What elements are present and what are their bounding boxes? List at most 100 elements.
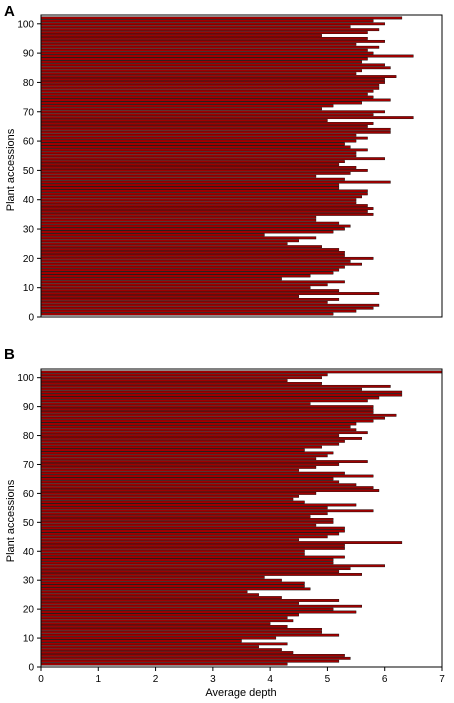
bar bbox=[40, 622, 271, 625]
y-tick-label: 0 bbox=[28, 663, 34, 674]
x-tick-label: 4 bbox=[267, 674, 273, 685]
bar bbox=[40, 659, 340, 663]
bar bbox=[40, 506, 328, 510]
bar bbox=[40, 119, 328, 122]
bar bbox=[40, 439, 345, 443]
bar bbox=[40, 379, 288, 382]
panel-a-bars bbox=[40, 16, 414, 316]
y-tick-label: 80 bbox=[23, 431, 35, 442]
bar bbox=[40, 619, 294, 623]
bar bbox=[40, 66, 391, 70]
bar bbox=[40, 584, 305, 588]
bar bbox=[40, 139, 357, 143]
bar bbox=[40, 448, 305, 452]
bar bbox=[40, 177, 345, 181]
bar bbox=[40, 529, 345, 533]
bar bbox=[40, 145, 351, 149]
bar bbox=[40, 286, 311, 290]
bar bbox=[40, 558, 334, 562]
bar bbox=[40, 22, 385, 26]
y-tick-label: 100 bbox=[17, 373, 34, 384]
bar bbox=[40, 265, 345, 269]
bar bbox=[40, 69, 362, 73]
bar bbox=[40, 166, 357, 169]
bar bbox=[40, 160, 345, 164]
bar bbox=[40, 477, 334, 481]
bar bbox=[40, 590, 248, 594]
bar bbox=[40, 535, 328, 539]
bar bbox=[40, 546, 345, 550]
bar bbox=[40, 541, 403, 544]
bar bbox=[40, 370, 443, 374]
bar bbox=[40, 25, 351, 29]
bar bbox=[40, 393, 403, 397]
bar bbox=[40, 31, 368, 34]
panel-b: B Plant accessions 010203040506070809010… bbox=[4, 346, 445, 699]
bar bbox=[40, 390, 403, 394]
bar bbox=[40, 532, 340, 536]
bar bbox=[40, 251, 345, 254]
bar bbox=[40, 587, 311, 591]
bar bbox=[40, 503, 357, 507]
bar bbox=[40, 645, 259, 649]
x-tick-label: 5 bbox=[325, 674, 331, 685]
bar bbox=[40, 544, 345, 547]
bar bbox=[40, 133, 357, 137]
panel-a-label: A bbox=[4, 3, 15, 20]
bar bbox=[40, 110, 385, 114]
bar bbox=[40, 483, 357, 487]
bar bbox=[40, 454, 328, 458]
bar bbox=[40, 233, 265, 237]
bar bbox=[40, 509, 374, 513]
bar bbox=[40, 523, 317, 527]
bar bbox=[40, 460, 368, 463]
bar bbox=[40, 157, 385, 161]
bar bbox=[40, 607, 334, 611]
bar bbox=[40, 72, 357, 76]
bar bbox=[40, 236, 317, 240]
x-tick-label: 0 bbox=[38, 674, 44, 685]
bar bbox=[40, 604, 362, 608]
bar bbox=[40, 373, 328, 377]
bar bbox=[40, 239, 299, 243]
bar bbox=[40, 425, 351, 429]
bar bbox=[40, 259, 351, 263]
bar bbox=[40, 451, 334, 455]
bar bbox=[40, 471, 345, 475]
bar bbox=[40, 384, 391, 388]
y-tick-label: 90 bbox=[23, 402, 35, 413]
bar bbox=[40, 512, 328, 516]
x-tick-label: 2 bbox=[153, 674, 159, 685]
bar bbox=[40, 434, 340, 437]
bar bbox=[40, 468, 299, 472]
bar bbox=[40, 465, 317, 469]
bar bbox=[40, 227, 345, 231]
bar bbox=[40, 42, 357, 46]
bar bbox=[40, 89, 374, 93]
bar bbox=[40, 636, 277, 640]
bar bbox=[40, 494, 299, 498]
bar bbox=[40, 283, 328, 287]
bar bbox=[40, 215, 317, 219]
bar bbox=[40, 180, 391, 184]
bar bbox=[40, 445, 322, 449]
bar bbox=[40, 520, 334, 524]
bar bbox=[40, 555, 345, 559]
bar bbox=[40, 186, 340, 190]
bar bbox=[40, 408, 374, 411]
bar bbox=[40, 262, 362, 266]
panel-b-plot-frame bbox=[40, 368, 443, 668]
bar bbox=[40, 581, 305, 585]
bar bbox=[40, 573, 362, 576]
bar bbox=[40, 648, 282, 652]
bar bbox=[40, 382, 322, 385]
bar bbox=[40, 16, 403, 20]
bar bbox=[40, 78, 385, 81]
bar bbox=[40, 486, 374, 490]
panel-b-label: B bbox=[4, 346, 15, 363]
bar bbox=[40, 248, 340, 251]
bar bbox=[40, 127, 391, 131]
bar bbox=[40, 104, 334, 108]
bar bbox=[40, 405, 374, 408]
